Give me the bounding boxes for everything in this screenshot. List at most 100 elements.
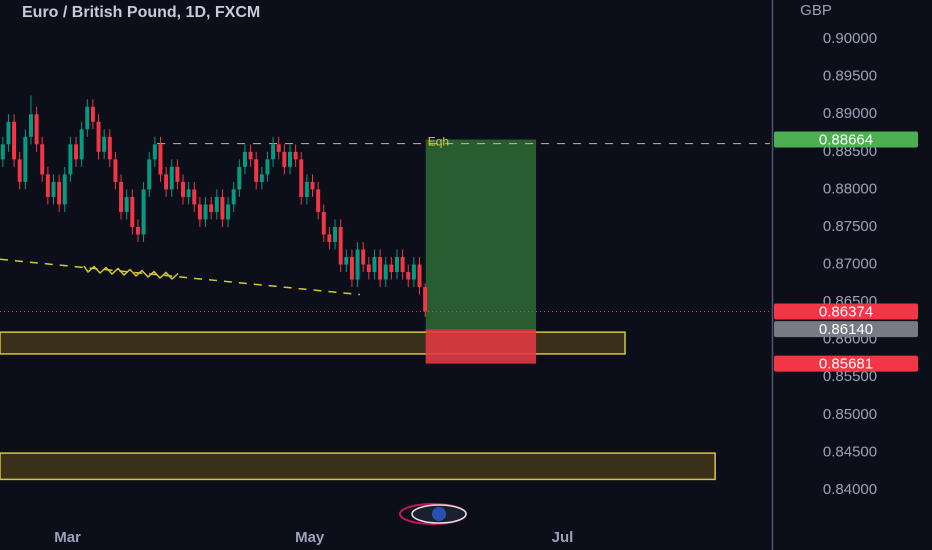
price-label-box	[774, 355, 918, 372]
candle-body	[203, 204, 208, 220]
candle-body	[23, 136, 28, 182]
candle-body	[248, 151, 253, 160]
candle-body	[12, 121, 17, 160]
candle-body	[406, 272, 411, 280]
candle-body	[417, 264, 422, 288]
candle-body	[135, 226, 140, 235]
y-tick-label: 0.89000	[823, 105, 877, 122]
candle-body	[394, 257, 399, 273]
candle-body	[423, 287, 428, 312]
candle-body	[310, 181, 315, 190]
candle-body	[265, 159, 270, 175]
candle-body	[242, 151, 247, 167]
y-tick-label: 0.84500	[823, 443, 877, 460]
candle-body	[119, 181, 124, 212]
candle-body	[107, 136, 112, 160]
price-label: 0.86374	[819, 304, 873, 321]
candle-body	[169, 166, 174, 190]
y-tick-label: 0.88000	[823, 180, 877, 197]
candle-body	[231, 189, 236, 205]
candle-body	[400, 257, 405, 273]
candle-body	[62, 174, 67, 205]
candle-body	[40, 144, 45, 175]
candle-body	[389, 264, 394, 273]
currency-label: GBP	[800, 2, 832, 19]
candle-body	[130, 196, 135, 227]
candle-body	[96, 121, 101, 152]
candle-body	[90, 106, 95, 122]
candle-body	[141, 189, 146, 235]
price-label-box	[774, 321, 918, 338]
candle-body	[147, 159, 152, 190]
candle-body	[209, 204, 214, 212]
candle-body	[349, 257, 354, 280]
candle-body	[383, 264, 388, 280]
candle-body	[220, 196, 225, 220]
symbol-icon	[399, 503, 467, 525]
candle-body	[372, 257, 377, 273]
candle-body	[344, 257, 349, 265]
y-tick-label: 0.84000	[823, 481, 877, 498]
candle-body	[366, 264, 371, 273]
trendline	[0, 258, 360, 296]
candle-body	[237, 166, 242, 190]
candle-body	[164, 174, 169, 190]
candle-body	[333, 226, 338, 242]
candle-body	[271, 144, 276, 160]
zone	[0, 452, 716, 481]
chart-title: Euro / British Pound, 1D, FXCM	[22, 4, 260, 21]
candle-body	[79, 129, 84, 160]
candle-body	[293, 151, 298, 160]
plot-area: Eqh	[0, 95, 772, 481]
candle-body	[6, 121, 11, 145]
candle-body	[327, 234, 332, 242]
candle-body	[378, 257, 383, 280]
candle-body	[152, 144, 157, 160]
y-tick-label: 0.85500	[823, 368, 877, 385]
candle-body	[175, 166, 180, 182]
candle-body	[304, 181, 309, 197]
eqh-label: Eqh	[428, 135, 449, 149]
x-tick-label: Mar	[54, 529, 81, 546]
candle-body	[282, 151, 287, 167]
price-label: 0.86140	[819, 321, 873, 338]
y-tick-label: 0.87000	[823, 255, 877, 272]
candle-body	[186, 189, 191, 197]
candle-body	[51, 181, 56, 197]
candle-body	[181, 181, 186, 197]
candle-body	[102, 136, 107, 152]
candle-body	[34, 114, 39, 145]
candle-body	[321, 211, 326, 235]
candle-body	[197, 204, 202, 220]
price-label: 0.88664	[819, 131, 873, 148]
candle-body	[124, 196, 129, 212]
x-tick-label: May	[295, 529, 325, 546]
candle-body	[226, 204, 231, 220]
candle-body	[316, 189, 321, 212]
price-label-box	[774, 303, 918, 320]
candle-body	[0, 144, 5, 160]
candle-body	[214, 196, 219, 212]
candle-body	[74, 144, 79, 160]
y-tick-label: 0.87500	[823, 218, 877, 235]
candle-body	[57, 181, 62, 205]
candle-body	[361, 249, 366, 265]
candle-body	[28, 114, 33, 137]
candle-body	[259, 174, 264, 182]
y-tick-label: 0.85000	[823, 406, 877, 423]
price-label: 0.85681	[819, 356, 873, 373]
candle-body	[68, 144, 73, 175]
y-tick-label: 0.89500	[823, 68, 877, 85]
target-area	[425, 139, 537, 330]
candle-body	[355, 249, 360, 280]
x-tick-label: Jul	[552, 529, 574, 546]
price-label-box	[774, 131, 918, 148]
candle-body	[276, 144, 281, 152]
candle-body	[158, 144, 163, 175]
candle-body	[192, 189, 197, 205]
candle-body	[45, 174, 50, 197]
candle-body	[17, 159, 22, 182]
candle-body	[85, 106, 90, 130]
candle-body	[299, 159, 304, 197]
